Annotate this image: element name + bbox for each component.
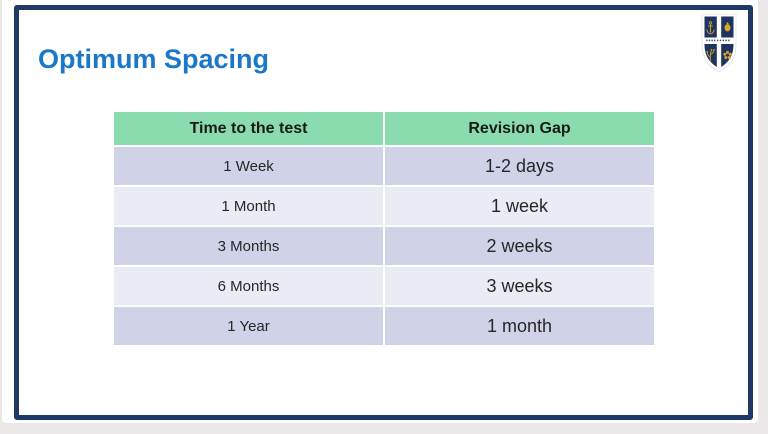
crest-motto-text <box>706 39 730 42</box>
table-cell-gap-4: 3 weeks <box>385 267 654 305</box>
table-cell-time-1: 1 Week <box>114 147 383 185</box>
table-cell-gap-2: 1 week <box>385 187 654 225</box>
table-cell-gap-3: 2 weeks <box>385 227 654 265</box>
crest-anchor-emblem <box>706 21 715 35</box>
table-cell-gap-1: 1-2 days <box>385 147 654 185</box>
school-crest-shield-icon <box>701 13 737 73</box>
page-title: Optimum Spacing <box>38 44 270 74</box>
table-cell-gap-5: 1 month <box>385 307 654 345</box>
header-cell-time-to-test: Time to the test <box>114 112 383 145</box>
slide-border-frame <box>14 5 753 420</box>
crest-sprig-emblem <box>706 48 715 62</box>
crest-rose-emblem <box>723 50 732 59</box>
header-cell-revision-gap: Revision Gap <box>385 112 654 145</box>
spacing-table: Time to the test Revision Gap 1 Week 1-2… <box>114 112 654 345</box>
table-cell-time-3: 3 Months <box>114 227 383 265</box>
table-cell-time-2: 1 Month <box>114 187 383 225</box>
slide-canvas: Optimum Spacing <box>2 0 758 423</box>
crest-orb-emblem <box>724 22 731 32</box>
table-cell-time-4: 6 Months <box>114 267 383 305</box>
table-cell-time-5: 1 Year <box>114 307 383 345</box>
